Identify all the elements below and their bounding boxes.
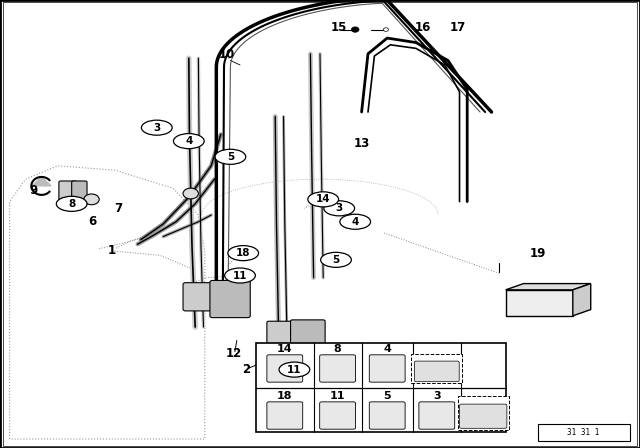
Text: 3: 3	[433, 391, 440, 401]
FancyBboxPatch shape	[291, 320, 325, 353]
FancyBboxPatch shape	[415, 361, 460, 382]
Ellipse shape	[228, 246, 259, 261]
FancyBboxPatch shape	[59, 181, 77, 201]
Text: 11: 11	[330, 391, 346, 401]
Text: 10: 10	[219, 48, 236, 61]
Circle shape	[183, 188, 198, 199]
Bar	[458, 396, 509, 430]
Ellipse shape	[56, 196, 87, 211]
Ellipse shape	[340, 214, 371, 229]
Text: 6: 6	[89, 215, 97, 228]
Text: 5: 5	[227, 152, 234, 162]
FancyBboxPatch shape	[267, 355, 303, 382]
Text: 4: 4	[185, 136, 193, 146]
Text: 5: 5	[383, 391, 391, 401]
Text: 18: 18	[277, 391, 292, 401]
FancyBboxPatch shape	[319, 355, 356, 382]
Circle shape	[383, 28, 388, 31]
Text: 3: 3	[153, 123, 161, 133]
Text: 14: 14	[277, 345, 292, 354]
Text: 2: 2	[243, 363, 250, 376]
FancyBboxPatch shape	[419, 402, 455, 429]
Text: 12: 12	[225, 347, 242, 361]
Text: 4: 4	[351, 217, 359, 227]
Text: 16: 16	[414, 21, 431, 34]
Text: 15: 15	[331, 21, 348, 34]
Text: 13: 13	[353, 137, 370, 150]
Polygon shape	[32, 177, 51, 186]
Ellipse shape	[324, 201, 355, 216]
Ellipse shape	[279, 362, 310, 377]
Text: 8: 8	[68, 199, 76, 209]
FancyBboxPatch shape	[72, 181, 87, 205]
Bar	[538, 424, 630, 441]
Text: 4: 4	[383, 345, 391, 354]
Bar	[412, 354, 462, 383]
FancyBboxPatch shape	[183, 283, 217, 311]
Ellipse shape	[308, 192, 339, 207]
FancyBboxPatch shape	[319, 402, 356, 429]
Ellipse shape	[173, 134, 204, 149]
FancyBboxPatch shape	[267, 402, 303, 429]
Text: 5: 5	[332, 255, 340, 265]
Text: 9: 9	[29, 184, 37, 197]
Polygon shape	[506, 290, 573, 316]
Ellipse shape	[141, 120, 172, 135]
Circle shape	[351, 27, 359, 32]
Text: 7: 7	[115, 202, 122, 215]
Bar	[256, 343, 506, 432]
Ellipse shape	[321, 252, 351, 267]
Text: 14: 14	[316, 194, 330, 204]
Ellipse shape	[225, 268, 255, 283]
FancyBboxPatch shape	[210, 280, 250, 318]
FancyBboxPatch shape	[369, 402, 405, 429]
Text: 18: 18	[236, 248, 250, 258]
Text: 3: 3	[335, 203, 343, 213]
Text: 31 31 1: 31 31 1	[568, 428, 600, 437]
Circle shape	[84, 194, 99, 205]
FancyBboxPatch shape	[369, 355, 405, 382]
Text: 1: 1	[108, 244, 116, 258]
Text: 17: 17	[449, 21, 466, 34]
Ellipse shape	[215, 149, 246, 164]
Text: 11: 11	[287, 365, 301, 375]
Polygon shape	[506, 284, 591, 290]
Polygon shape	[573, 284, 591, 316]
Text: 19: 19	[529, 246, 546, 260]
Text: 11: 11	[233, 271, 247, 280]
FancyBboxPatch shape	[267, 321, 296, 346]
Text: 8: 8	[333, 345, 342, 354]
FancyBboxPatch shape	[460, 404, 507, 428]
